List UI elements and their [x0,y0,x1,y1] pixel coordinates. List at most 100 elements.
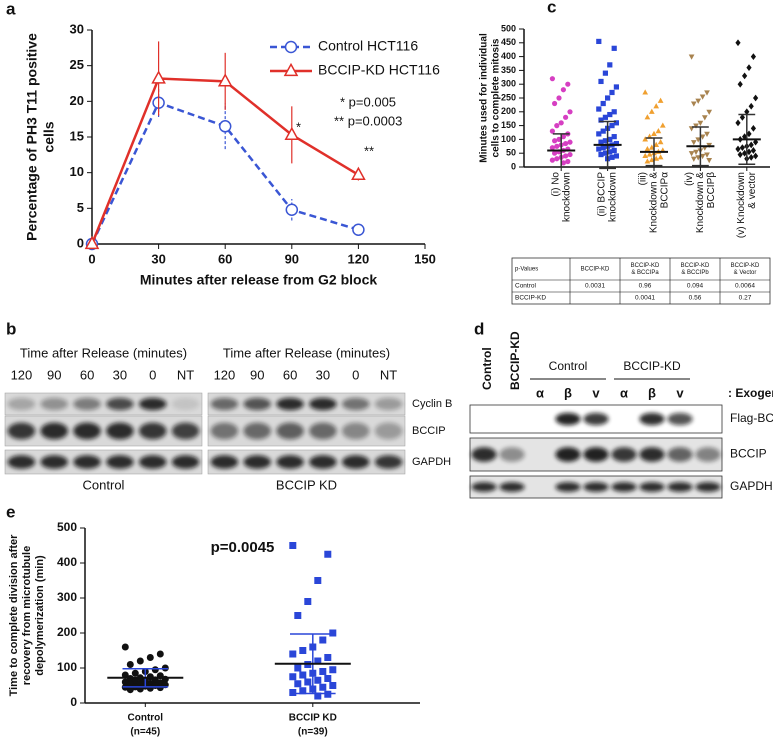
table-cell: 0.0041 [635,295,655,302]
marker [655,128,662,134]
marker [739,144,745,152]
y-tick-label: 50 [506,148,516,158]
x-tick-label: Control [128,713,164,724]
table-header: & BCCIPa [631,270,659,276]
marker [611,147,617,154]
blot-band [171,397,200,411]
marker [607,149,613,155]
blot-band [210,397,239,411]
marker [319,668,327,675]
marker [611,45,617,51]
marker [284,126,300,141]
blot-band [639,447,665,462]
marker [704,131,710,137]
y-tick-label: 20 [70,93,84,108]
marker [648,156,655,163]
marker [329,682,337,689]
marker [642,152,649,159]
marker [746,64,752,72]
marker [657,154,664,160]
x-tick-label: BCCIPα [660,172,671,209]
marker [653,155,660,161]
marker [289,650,297,658]
table-header: BCCIP-KD [581,267,610,273]
blot-band [583,447,609,462]
x-axis-title: Minutes after release from G2 block [140,272,378,288]
table-header: p-Values [515,267,538,273]
marker [690,101,697,107]
marker [324,654,332,661]
blot-band [210,422,239,440]
marker [126,686,134,694]
lane-label: 0 [149,367,156,382]
y-tick-label: 5 [77,200,84,215]
marker [706,158,713,164]
marker [549,128,556,134]
marker [596,131,602,137]
blot-band [341,397,370,411]
marker [567,151,573,158]
marker [642,136,649,142]
y-tick-label: 450 [501,37,516,47]
lane-label: v [592,385,600,400]
x-tick-label: 90 [285,251,299,266]
marker [549,76,556,82]
marker [648,144,655,150]
marker [285,203,299,217]
marker [549,145,556,151]
marker [690,140,697,146]
marker [294,664,302,672]
marker [748,153,754,161]
y-tick-label: 400 [57,555,77,569]
marker [600,145,606,151]
marker [558,120,564,126]
marker [704,90,710,96]
marker [304,598,312,605]
marker [563,140,569,147]
marker [753,152,759,160]
sample-label: Control [480,347,494,390]
x-tick-label: 120 [348,251,370,266]
marker [554,143,560,149]
x-tick-label: (n=45) [130,727,160,738]
blot-band [106,455,134,469]
marker [598,117,604,123]
blot-band [40,422,69,440]
marker [556,136,562,142]
marker [314,657,322,665]
x-tick-label: knockdown [561,172,572,222]
blot-band [341,422,370,440]
marker [613,140,619,147]
blot-band [243,422,272,440]
blot-band [555,482,581,492]
marker [554,156,560,162]
y-tick-label: 10 [70,164,84,179]
marker [693,149,699,155]
panel-label: c [547,0,556,16]
marker [552,100,558,107]
lane-label: α [620,385,628,400]
table-header: & BCCIPb [681,270,709,276]
marker [600,100,606,107]
blot-band [138,422,167,440]
marker [695,155,702,161]
marker [289,689,297,696]
blot-band [471,447,497,462]
blot-band [471,482,497,492]
blot-band [499,447,525,462]
marker [319,636,327,644]
sample-label: BCCIP-KD [508,331,522,390]
x-tick-label: knockdown [608,172,619,222]
blot-band [374,455,403,469]
marker [596,106,602,112]
marker [136,657,144,665]
panel-label: a [6,0,16,18]
blot-band [138,455,167,469]
y-tick-label: 200 [57,625,77,639]
table-header: BCCIP-KD [681,263,710,269]
marker [704,152,710,158]
marker [560,160,567,166]
lane-label: 0 [352,367,359,382]
annotation: * [296,119,301,134]
blot-band [106,422,134,440]
